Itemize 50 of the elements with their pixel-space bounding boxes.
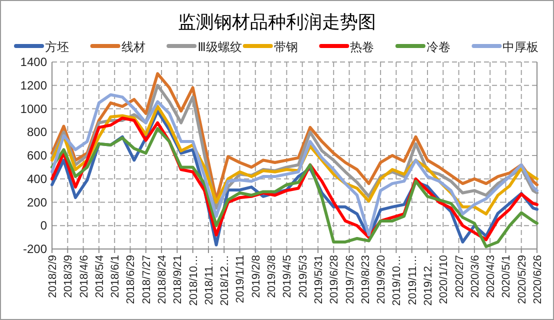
legend-label: 线材	[121, 40, 146, 54]
legend-label: 热卷	[350, 40, 374, 54]
x-tick-label: 2018/12…	[219, 255, 232, 306]
x-tick-label: 2018/2/9	[47, 255, 59, 298]
chart-title: 监测钢材品种利润走势图	[178, 12, 376, 32]
y-tick-label: 1400	[20, 55, 48, 69]
x-tick-label: 2020/6/26	[532, 255, 544, 304]
x-tick-label: 2019/5/31	[312, 255, 325, 304]
x-tick-label: 2019/4/5	[282, 255, 294, 298]
x-tick-label: 2018/10…	[188, 255, 200, 306]
y-tick-label: 400	[26, 172, 48, 186]
x-tick-label: 2018/6/1	[110, 255, 122, 298]
x-tick-label: 2019/12…	[422, 255, 434, 306]
x-tick-label: 2020/2/7	[454, 255, 466, 298]
x-tick-label: 2018/5/4	[94, 255, 106, 298]
x-tick-label: 2019/8/23	[360, 255, 372, 304]
x-tick-label: 2018/3/9	[62, 255, 75, 298]
y-tick-label: 0	[40, 218, 48, 233]
x-tick-label: 2018/11…	[203, 255, 216, 305]
x-tick-label: 2019/5/3	[297, 255, 310, 298]
y-tick-label: 1000	[20, 102, 48, 116]
x-tick-label: 2019/9/20	[376, 255, 388, 304]
x-tick-label: 2020/5/1	[500, 255, 513, 298]
x-tick-label: 2018/7/27	[140, 255, 153, 304]
x-tick-label: 2018/8/24	[156, 255, 169, 304]
legend-label: 带钢	[274, 40, 298, 54]
x-tick-label: 2019/2/8	[250, 255, 262, 298]
y-tick-label: -200	[22, 242, 48, 256]
x-tick-label: 2019/10…	[391, 255, 404, 306]
x-tick-label: 2019/6/28	[328, 255, 341, 304]
x-tick-label: 2020/4/3	[485, 255, 498, 298]
x-tick-label: 2018/4/6	[78, 255, 90, 298]
x-tick-label: 2019/11…	[406, 255, 419, 305]
legend-label: 方坯	[45, 40, 69, 54]
line-series	[50, 93, 538, 236]
legend-label: 冷卷	[426, 40, 450, 54]
x-tick-label: 2018/6/29	[125, 255, 138, 304]
x-tick-label: 2020/5/29	[516, 255, 528, 304]
y-tick-label: 1200	[20, 78, 48, 92]
legend-label: 中厚板	[502, 40, 539, 54]
legend-label: Ⅲ级螺纹	[198, 40, 242, 54]
y-tick-label: 600	[26, 148, 48, 162]
x-tick-label: 2020/3/6	[469, 255, 482, 298]
x-tick-label: 2019/3/8	[266, 255, 278, 298]
y-tick-label: 200	[26, 195, 48, 210]
x-tick-label: 2020/1/10	[438, 255, 450, 304]
x-tick-label: 2018/9/21	[172, 255, 184, 304]
y-tick-label: 800	[26, 125, 48, 140]
x-tick-label: 2019/1/11	[234, 255, 247, 304]
x-tick-label: 2019/7/26	[344, 255, 356, 304]
